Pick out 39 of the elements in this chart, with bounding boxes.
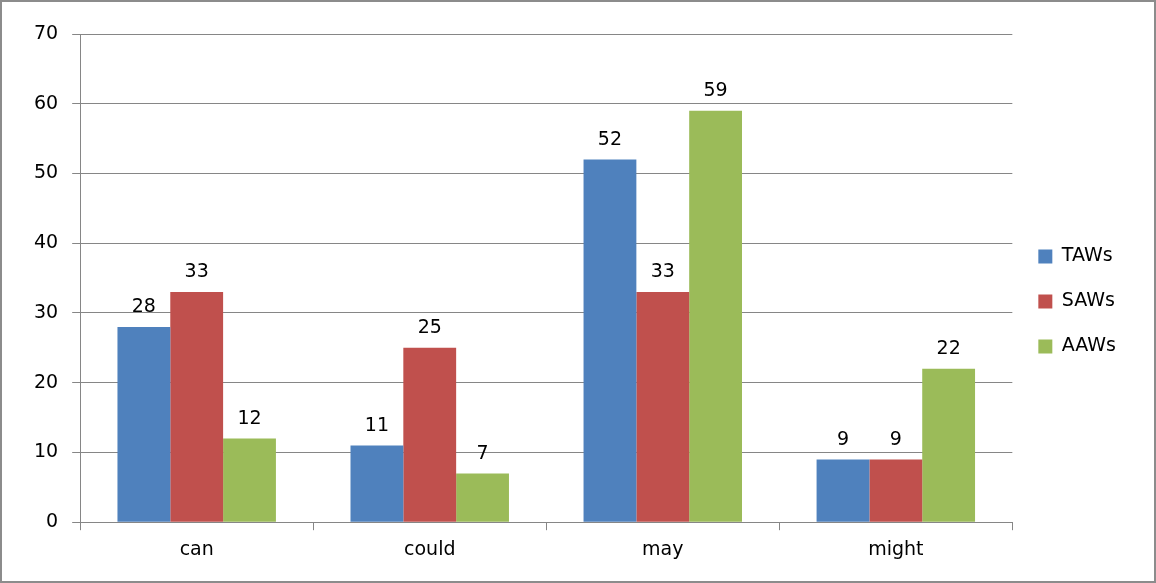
y-tick-label: 60 <box>33 90 59 113</box>
x-tick-label: may <box>642 536 684 559</box>
legend-label: AAWs <box>1061 333 1116 356</box>
data-label: 7 <box>476 440 489 463</box>
data-label: 12 <box>237 405 262 428</box>
data-label: 28 <box>131 294 156 317</box>
x-tick-label: could <box>404 536 456 559</box>
bar <box>583 159 637 522</box>
data-label: 11 <box>364 412 390 435</box>
y-tick-label: 10 <box>33 439 59 462</box>
legend-label: TAWs <box>1060 243 1113 266</box>
bar <box>223 438 276 522</box>
data-label: 9 <box>889 426 902 449</box>
bar <box>922 368 976 522</box>
data-label: 25 <box>417 315 442 338</box>
bar <box>117 326 171 522</box>
bar <box>689 110 743 522</box>
data-label: 59 <box>703 78 728 101</box>
bar <box>869 459 923 522</box>
bar <box>170 292 224 522</box>
y-tick-label: 70 <box>33 20 59 43</box>
x-tick-label: can <box>179 536 214 559</box>
y-tick-label: 20 <box>33 369 59 392</box>
y-tick-label: 50 <box>33 160 59 183</box>
x-tick-label: might <box>868 536 924 559</box>
y-tick-label: 30 <box>33 299 59 322</box>
bar <box>636 292 690 522</box>
data-label: 33 <box>650 259 675 282</box>
bar <box>456 473 509 522</box>
bar <box>816 459 870 522</box>
data-label: 33 <box>184 259 209 282</box>
y-tick-label: 0 <box>46 509 59 532</box>
bar <box>403 347 457 522</box>
data-label: 9 <box>836 426 850 449</box>
data-label: 52 <box>597 126 623 149</box>
bar <box>350 445 404 522</box>
data-label: 22 <box>936 336 961 359</box>
legend-label: SAWs <box>1061 288 1115 311</box>
y-tick-label: 40 <box>33 230 59 253</box>
